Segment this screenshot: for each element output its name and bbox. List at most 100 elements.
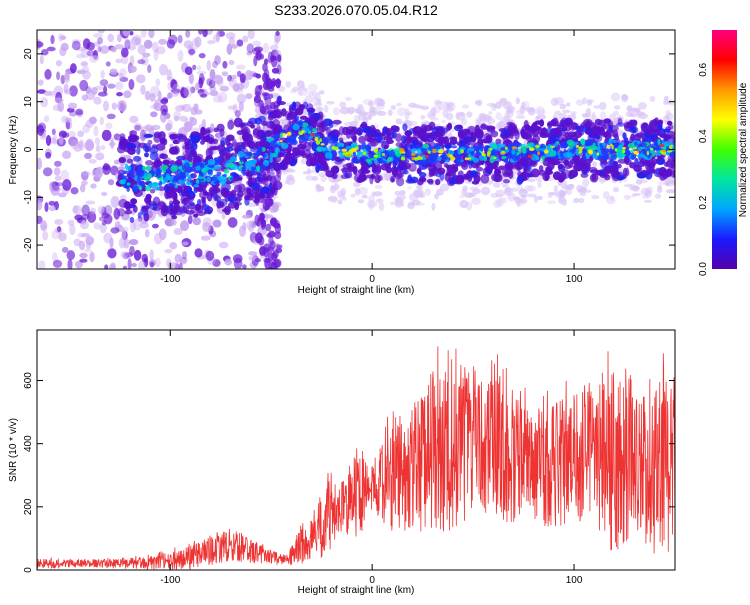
spectrogram-cell xyxy=(58,130,67,139)
spectrogram-cell xyxy=(578,151,582,154)
spectrogram-cell xyxy=(581,97,588,105)
spectrogram-cell xyxy=(75,108,84,116)
spectrogram-cell xyxy=(115,58,123,64)
spectrogram-cell xyxy=(609,195,615,201)
spectrogram-cell xyxy=(172,187,178,193)
spectrogram-cell xyxy=(629,113,638,118)
spectrogram-cell xyxy=(204,129,211,134)
spectrogram-cell xyxy=(546,122,552,127)
spectrogram-cell xyxy=(212,259,221,267)
spectrogram-cell xyxy=(362,98,373,105)
spectrogram-cell xyxy=(467,147,475,152)
spectrogram-cell xyxy=(639,142,647,148)
spectrogram-cell xyxy=(338,151,345,157)
spectrogram-cell xyxy=(124,252,133,258)
spectrogram-cell xyxy=(213,74,224,85)
spectrogram-cell xyxy=(598,177,606,184)
spectrogram-cell xyxy=(171,215,178,220)
spectrogram-cell xyxy=(95,144,101,153)
spectrogram-cell xyxy=(350,143,356,149)
spectrogram-cell xyxy=(103,85,108,94)
spectrogram-cell xyxy=(547,191,557,196)
spectrogram-cell xyxy=(174,184,179,189)
spectrogram-cell xyxy=(268,266,273,269)
colorbar-label: Normalized spectral amplitude xyxy=(738,82,749,217)
spectrogram-cell xyxy=(594,134,601,140)
spectrogram-cell xyxy=(324,152,332,159)
spectrogram-cell xyxy=(518,154,527,158)
spectrogram-cell xyxy=(269,44,279,51)
spectrogram-cell xyxy=(633,133,642,141)
spectrogram-cell xyxy=(280,142,289,150)
spectrogram-cell xyxy=(311,175,319,182)
spectrogram-cell xyxy=(575,125,581,132)
spectrogram-cell xyxy=(190,106,198,116)
spectrogram-cell xyxy=(285,169,296,173)
spectrogram-cell xyxy=(390,201,395,206)
spectrogram-cell xyxy=(142,143,152,153)
spectrogram-cell xyxy=(252,128,258,136)
spectrogram-cell xyxy=(356,152,361,160)
spectrogram-cell xyxy=(93,55,100,61)
spectrogram-cell xyxy=(172,191,178,201)
spectrogram-cell xyxy=(223,168,230,174)
spectrogram-cell xyxy=(265,223,272,232)
spectrogram-cell xyxy=(219,176,228,183)
colorbar-ticks: 0.0 0.2 0.4 0.6 xyxy=(698,62,709,276)
spectrogram-cell xyxy=(172,145,180,155)
spectrogram-cell xyxy=(229,177,235,181)
spectrogram-cell xyxy=(480,123,487,130)
spectrogram-cell xyxy=(502,114,511,122)
spectrogram-cell xyxy=(212,219,222,228)
spectrogram-cell xyxy=(149,249,154,261)
spectrogram-cell xyxy=(149,151,159,161)
spectrogram-cell xyxy=(486,102,496,107)
spectrogram-cell xyxy=(180,86,186,97)
spectrogram-cell xyxy=(259,164,267,170)
spectrogram-cell xyxy=(195,179,200,184)
spectrogram-cell xyxy=(120,250,129,259)
spectrogram-cell xyxy=(268,198,274,206)
spectrogram-cell xyxy=(44,69,52,80)
spectrogram-cell xyxy=(516,175,524,185)
spectrogram-cell xyxy=(197,65,202,71)
spectrogram-cell xyxy=(262,62,268,72)
spectrogram-cell xyxy=(438,148,444,154)
spectrogram-cell xyxy=(107,179,115,186)
spectrogram-cell xyxy=(334,183,339,192)
spectrogram-cell xyxy=(337,199,343,205)
spectrogram-cell xyxy=(70,187,79,195)
spectrogram-cell xyxy=(411,148,418,152)
spectrogram-cell xyxy=(566,184,574,190)
spectrogram-cell xyxy=(507,154,515,159)
spectrogram-cell xyxy=(48,200,56,206)
spectrogram-cell xyxy=(110,196,120,208)
spectrogram-cell xyxy=(404,143,413,153)
spectrogram-cell xyxy=(591,173,597,182)
spectrogram-cell xyxy=(537,195,543,201)
snr-panel: -100 0 100 0 200 400 600 Height of straight l… xyxy=(8,329,676,596)
spectrogram-cell xyxy=(659,144,665,148)
spectrogram-cell xyxy=(235,142,245,147)
spectrogram-cell xyxy=(102,163,111,175)
spectrogram-cell xyxy=(261,147,266,152)
spectrogram-cell xyxy=(395,150,401,158)
spectrogram-cell xyxy=(524,107,535,113)
spectrogram-cell xyxy=(274,38,279,47)
spectrogram-cell xyxy=(184,66,193,76)
spectrogram-cell xyxy=(502,101,512,110)
spectrogram-cell xyxy=(276,64,282,75)
spectrogram-cell xyxy=(654,146,658,150)
spectrogram-cell xyxy=(160,169,167,173)
spectrogram-cell xyxy=(80,61,89,67)
spectrogram-cell xyxy=(432,148,436,151)
spectrogram-cell xyxy=(276,54,282,63)
spectrogram-cell xyxy=(402,170,409,175)
spectrogram-cell xyxy=(478,113,487,118)
spectrogram-cell xyxy=(345,151,349,155)
spectrogram-cell xyxy=(527,154,533,158)
spectrogram-cell xyxy=(40,224,48,230)
spectrogram-cell xyxy=(37,157,43,170)
spectrogram-cell xyxy=(160,98,169,104)
spectrogram-cell xyxy=(400,156,406,161)
